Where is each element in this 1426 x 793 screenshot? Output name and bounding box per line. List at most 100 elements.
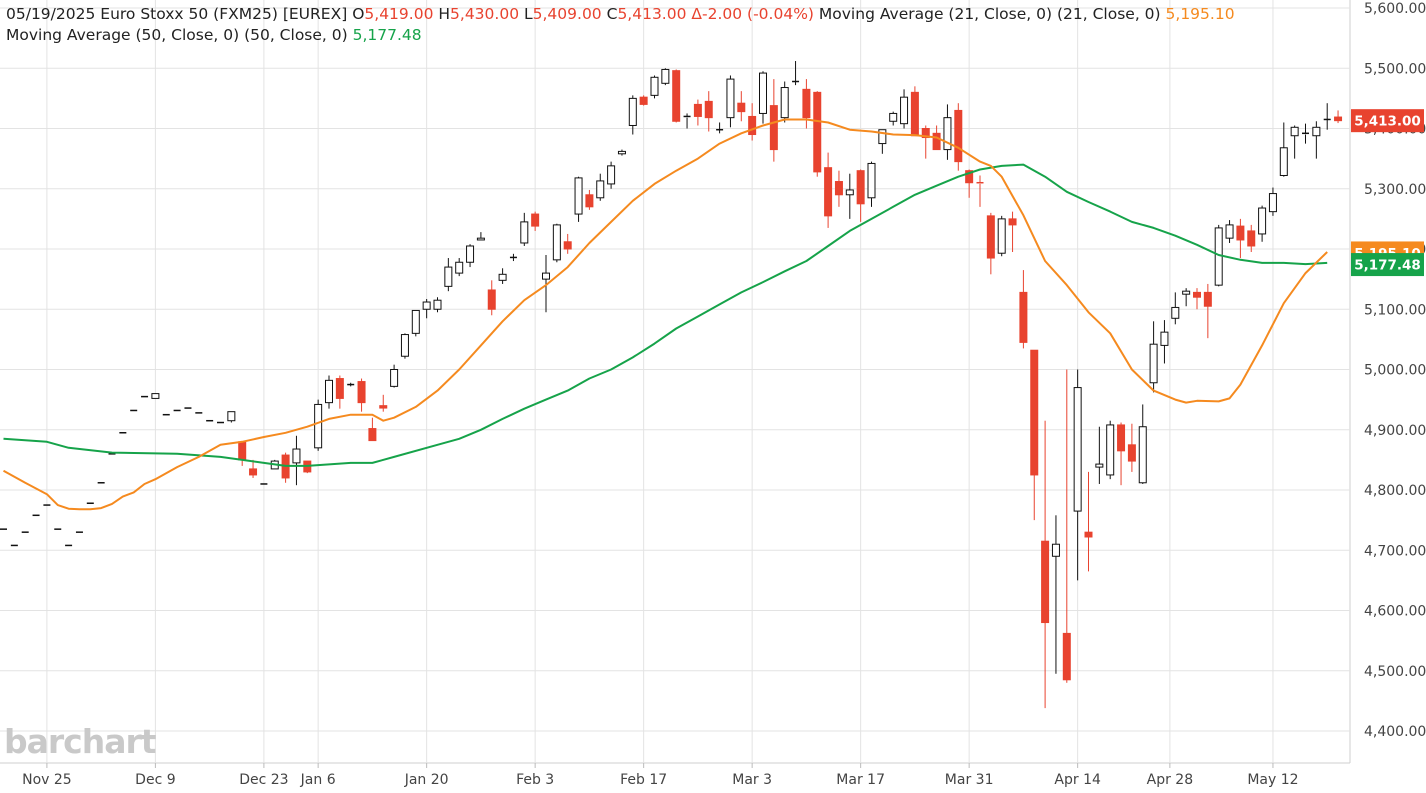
candle [1268, 187, 1277, 216]
candle-body [607, 165, 616, 185]
candle [531, 211, 540, 231]
candle-body [476, 237, 485, 241]
candle [932, 125, 941, 151]
x-axis-labels: Nov 25 Dec 9 Dec 23 Jan 6 Jan 20 Feb 3 Feb 17 M… [22, 772, 1298, 788]
candle [1051, 515, 1060, 674]
candle [1334, 110, 1343, 124]
candle [1225, 220, 1234, 243]
candle-body [422, 301, 431, 310]
candle [910, 86, 919, 137]
candle [1236, 218, 1245, 259]
candle [639, 95, 648, 106]
candle [1008, 211, 1017, 253]
candle [563, 233, 572, 254]
legend-row-2: Moving Average (50, Close, 0) (50, Close… [6, 25, 1235, 46]
price-tag: 5,177.48 [1351, 253, 1424, 277]
candle [737, 91, 746, 122]
candle-body [834, 181, 843, 196]
candle [1203, 283, 1212, 339]
candle-body [433, 299, 442, 310]
legend-low-label: L [524, 5, 533, 23]
y-tick-label: 5,100.00 [1364, 302, 1426, 318]
x-tick-label: Dec 23 [239, 772, 288, 788]
candle [1312, 121, 1321, 159]
candle-body [954, 109, 963, 163]
candle-body [867, 162, 876, 199]
y-tick-label: 5,300.00 [1364, 182, 1426, 198]
candle [617, 149, 626, 156]
candle [596, 173, 605, 201]
candle [1138, 404, 1147, 484]
candle-body [1127, 444, 1136, 462]
y-tick-label: 5,600.00 [1364, 1, 1426, 17]
legend-change: Δ-2.00 (-0.04%) [691, 5, 814, 23]
legend-low-value: 5,409.00 [532, 5, 602, 23]
candle-body [563, 241, 572, 250]
candle [357, 378, 366, 412]
candle [151, 393, 160, 399]
candle [661, 68, 670, 86]
candle-body [693, 103, 702, 117]
price-tags: 5,195.105,177.485,413.00 [1351, 109, 1424, 277]
candle-body [531, 213, 540, 227]
candle [792, 61, 800, 86]
candle-body [932, 132, 941, 151]
candle [1290, 125, 1299, 159]
candle-body [314, 403, 323, 449]
candle-body [824, 167, 833, 217]
candle [433, 297, 442, 313]
candle [1182, 288, 1191, 307]
x-tick-label: Apr 14 [1054, 772, 1101, 788]
candle [281, 452, 290, 483]
candle-body [466, 245, 475, 263]
candle-body [1019, 291, 1028, 343]
candle [1160, 320, 1169, 364]
candle [325, 375, 333, 409]
x-tick-label: Mar 3 [732, 772, 772, 788]
legend-ma50-label: Moving Average (50, Close, 0) [6, 26, 240, 44]
candle-body [878, 129, 887, 145]
legend-ma50-value: 5,177.48 [352, 26, 422, 44]
candle-body [498, 273, 507, 281]
candle-body [1182, 290, 1191, 295]
candle [769, 79, 778, 162]
candle [759, 71, 767, 124]
candle [1258, 205, 1267, 242]
candle [900, 89, 909, 129]
candle [1117, 422, 1126, 486]
candle-body [986, 215, 995, 259]
candle-body [455, 261, 464, 274]
candle-body [1312, 126, 1321, 137]
candle-body [552, 224, 561, 261]
candle [1041, 420, 1050, 709]
candle-body [227, 411, 236, 422]
candle [672, 69, 681, 123]
candle [585, 189, 594, 210]
candle [628, 95, 637, 135]
candle [802, 79, 811, 129]
x-tick-label: Mar 17 [836, 772, 885, 788]
candle [748, 103, 757, 141]
candle-body [1062, 632, 1071, 681]
candle-body [390, 369, 399, 387]
y-tick-label: 4,600.00 [1364, 604, 1426, 620]
candle [824, 152, 833, 228]
candle-body [1138, 426, 1147, 484]
candle [1030, 349, 1039, 521]
price-tag-box [1351, 109, 1424, 133]
candle-body [487, 289, 496, 310]
candle [379, 394, 388, 412]
candle [716, 122, 724, 134]
candle-body [1290, 126, 1299, 137]
candle-body [379, 405, 388, 409]
candle [1073, 369, 1082, 581]
y-axis-labels: 4,400.00 4,500.00 4,600.00 4,700.00 4,800.00… [1364, 1, 1426, 740]
candle [1193, 288, 1201, 310]
candle-body [1095, 463, 1104, 468]
candle-body [910, 91, 919, 137]
candle [1019, 270, 1028, 349]
x-tick-label: Jan 6 [300, 772, 336, 788]
legend-row-1: 05/19/2025 Euro Stoxx 50 (FXM25) [EUREX]… [6, 4, 1235, 25]
candle-body [249, 468, 258, 476]
